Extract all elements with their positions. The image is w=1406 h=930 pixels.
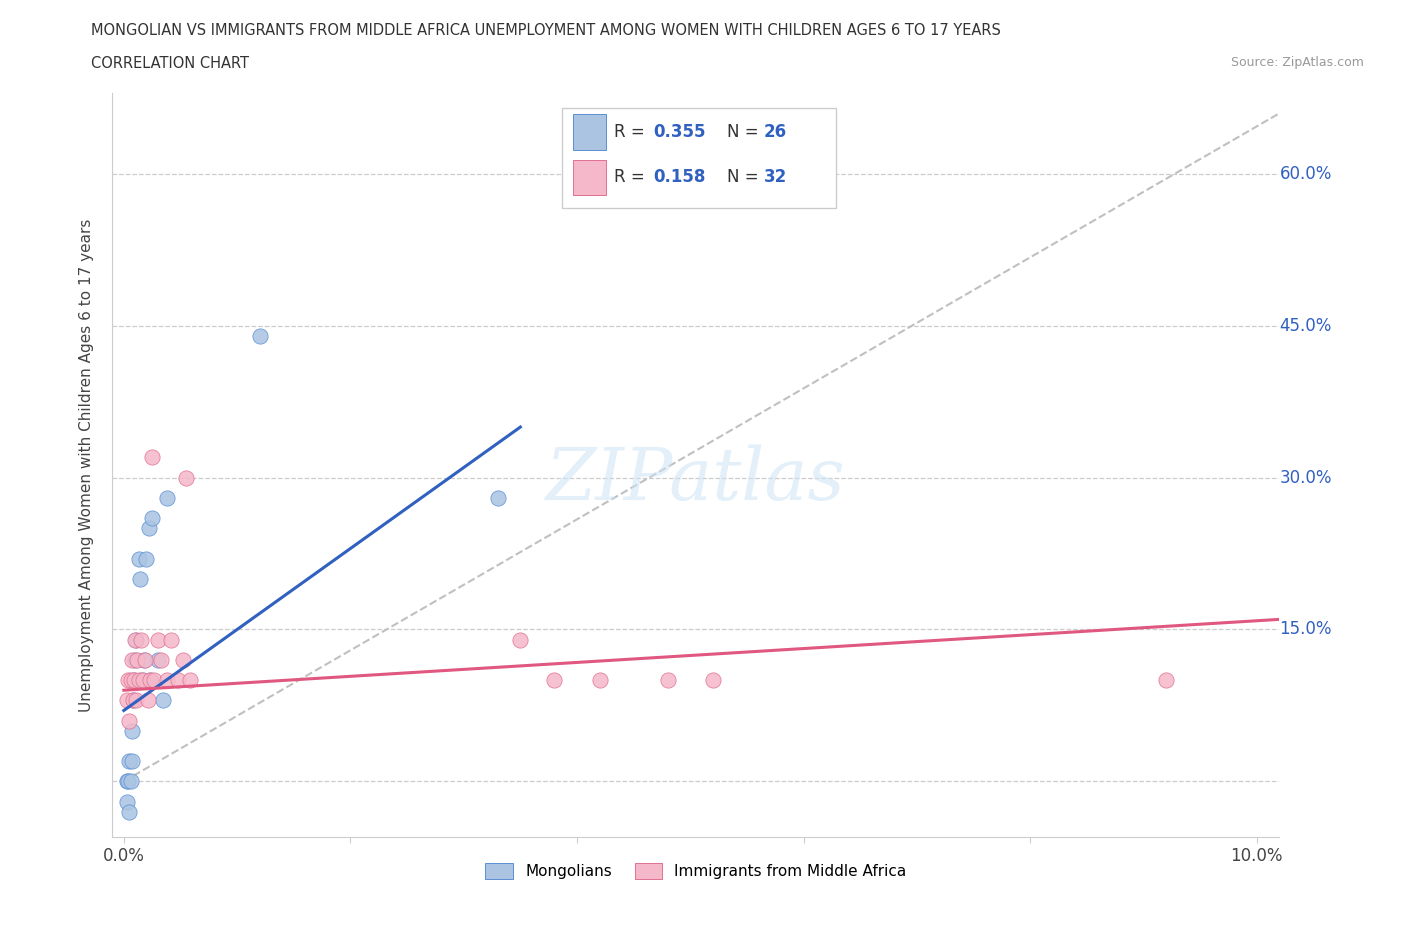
Text: Source: ZipAtlas.com: Source: ZipAtlas.com — [1230, 56, 1364, 69]
Text: 30.0%: 30.0% — [1279, 469, 1331, 486]
Point — [135, 551, 157, 566]
Text: CORRELATION CHART: CORRELATION CHART — [91, 56, 249, 71]
Text: 45.0%: 45.0% — [1279, 317, 1331, 335]
Y-axis label: Unemployment Among Women with Children Ages 6 to 17 years: Unemployment Among Women with Children A… — [79, 219, 94, 711]
Point — [543, 672, 565, 687]
Text: 0.158: 0.158 — [652, 168, 706, 186]
Point — [136, 693, 159, 708]
Point — [156, 672, 179, 687]
Point — [134, 653, 156, 668]
Point — [139, 672, 162, 687]
Point — [152, 693, 174, 708]
Point — [121, 653, 143, 668]
Point — [132, 672, 155, 687]
Point — [129, 632, 152, 647]
Point — [172, 653, 194, 668]
Point — [174, 471, 197, 485]
Text: N =: N = — [727, 168, 765, 186]
FancyBboxPatch shape — [562, 108, 837, 208]
Point — [141, 511, 163, 525]
Text: N =: N = — [727, 123, 765, 141]
Text: 32: 32 — [763, 168, 787, 186]
Point — [127, 653, 149, 668]
Point — [121, 753, 143, 768]
Point — [120, 672, 142, 687]
Point — [128, 551, 150, 566]
Point — [146, 632, 169, 647]
Point — [160, 632, 183, 647]
Text: 60.0%: 60.0% — [1279, 165, 1331, 183]
Point — [122, 672, 145, 687]
Point — [115, 794, 138, 809]
Text: 0.355: 0.355 — [652, 123, 706, 141]
Point — [141, 450, 163, 465]
Point — [769, 166, 792, 181]
Point — [118, 804, 141, 819]
Point — [150, 653, 173, 668]
Point — [115, 774, 138, 789]
Point — [120, 774, 142, 789]
Text: R =: R = — [614, 168, 651, 186]
Point — [156, 490, 179, 505]
Point — [118, 753, 141, 768]
Point — [122, 672, 145, 687]
Point — [124, 653, 146, 668]
FancyBboxPatch shape — [574, 160, 606, 195]
Text: ZIPatlas: ZIPatlas — [546, 445, 846, 515]
Point — [143, 672, 166, 687]
Point — [118, 713, 141, 728]
Point — [117, 672, 139, 687]
Point — [657, 672, 679, 687]
Point — [146, 653, 169, 668]
Point — [249, 328, 271, 343]
Point — [138, 521, 160, 536]
Point — [139, 672, 162, 687]
Point — [509, 632, 531, 647]
Point — [121, 724, 143, 738]
Point — [117, 774, 139, 789]
Point — [122, 693, 145, 708]
Point — [122, 693, 145, 708]
Point — [128, 672, 150, 687]
Point — [125, 693, 148, 708]
Point — [179, 672, 201, 687]
Text: 15.0%: 15.0% — [1279, 620, 1331, 639]
Text: R =: R = — [614, 123, 651, 141]
Point — [128, 571, 150, 586]
Point — [589, 672, 612, 687]
Point — [125, 632, 148, 647]
Text: 26: 26 — [763, 123, 787, 141]
Point — [486, 490, 509, 505]
Point — [1154, 672, 1177, 687]
Legend: Mongolians, Immigrants from Middle Africa: Mongolians, Immigrants from Middle Afric… — [479, 857, 912, 885]
Text: MONGOLIAN VS IMMIGRANTS FROM MIDDLE AFRICA UNEMPLOYMENT AMONG WOMEN WITH CHILDRE: MONGOLIAN VS IMMIGRANTS FROM MIDDLE AFRI… — [91, 23, 1001, 38]
FancyBboxPatch shape — [574, 114, 606, 150]
Point — [167, 672, 190, 687]
Point — [702, 672, 724, 687]
Point — [131, 672, 153, 687]
Point — [124, 632, 146, 647]
Point — [115, 693, 138, 708]
Point — [134, 653, 156, 668]
